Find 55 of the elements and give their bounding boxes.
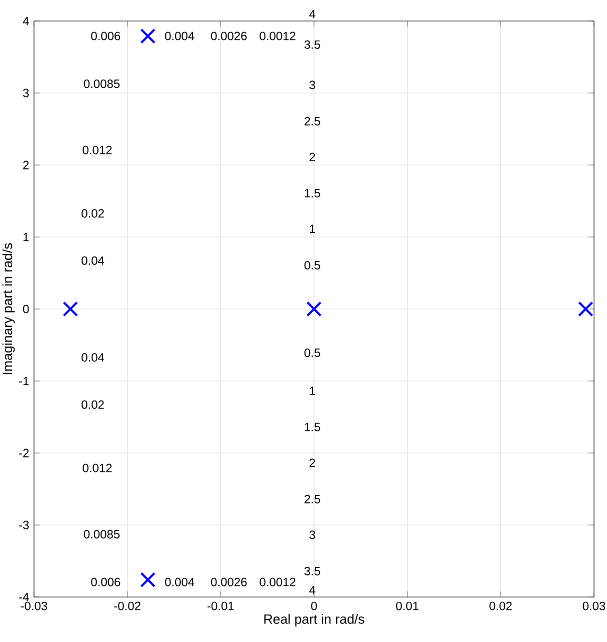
annotation: 0.0026	[210, 32, 247, 40]
annotation: 0.0085	[84, 530, 120, 538]
annotation: 0.012	[82, 146, 112, 154]
x-tick-label: 0	[311, 602, 317, 610]
annotation: 2	[310, 458, 316, 467]
annotation: 0.5	[304, 260, 320, 270]
y-tick-label: 4	[22, 16, 29, 26]
annotation: 0.02	[82, 209, 104, 218]
y-tick-label: -2	[19, 448, 29, 458]
point	[62, 301, 78, 317]
y-tick-label: 0	[23, 304, 29, 314]
y-tick-label: 2	[23, 160, 29, 170]
point	[578, 301, 594, 317]
annotation: 1.5	[304, 422, 320, 432]
annotation: 0.0012	[260, 32, 296, 40]
y-tick-label: -3	[19, 520, 29, 530]
annotation: 0.02	[82, 400, 104, 409]
x-tick-label: -0.03	[20, 602, 48, 610]
point	[306, 301, 322, 317]
annotation: 3.5	[304, 40, 320, 49]
annotation: 0.004	[165, 32, 194, 40]
annotation: 0.012	[82, 464, 112, 472]
point	[140, 28, 156, 44]
annotation: 0.5	[304, 348, 320, 358]
annotation: 0.04	[82, 353, 104, 362]
x-tick-label: -0.02	[114, 602, 140, 610]
y-tick-label: 3	[23, 88, 29, 98]
point	[140, 572, 156, 588]
annotation: 0.0026	[210, 578, 247, 586]
annotation: 0.04	[82, 256, 104, 265]
annotation: 1	[310, 224, 316, 234]
annotation: 0.004	[165, 578, 194, 586]
annotation: 4	[309, 586, 316, 594]
y-tick-label: -4	[19, 592, 29, 602]
annotation: 0.006	[91, 578, 120, 586]
y-tick-label: -1	[19, 376, 29, 386]
annotation: 2	[310, 152, 316, 162]
text: 4	[309, 10, 316, 18]
annotation: 3	[309, 530, 316, 540]
x-axis-title: Real part in rad/s	[264, 614, 364, 626]
annotation: 3	[309, 80, 316, 90]
annotation: 0.0012	[260, 578, 296, 586]
x-tick-label: 0.03	[582, 602, 606, 610]
x-tick-label: 0.02	[489, 602, 512, 610]
annotation: 1	[310, 386, 316, 395]
annotation: 3.5	[304, 566, 320, 576]
annotation: 0.006	[91, 32, 120, 40]
annotation: 0.0085	[84, 80, 120, 88]
x-tick-label: -0.01	[208, 602, 234, 610]
annotation: 2.5	[304, 494, 320, 504]
y-tick-label: 1	[24, 232, 29, 242]
x-tick-label: 0.01	[396, 602, 418, 610]
annotation: 1.5	[304, 189, 320, 198]
annotation: 2.5	[304, 116, 320, 126]
y-axis-title: Imaginary part in rad/s	[2, 243, 15, 374]
